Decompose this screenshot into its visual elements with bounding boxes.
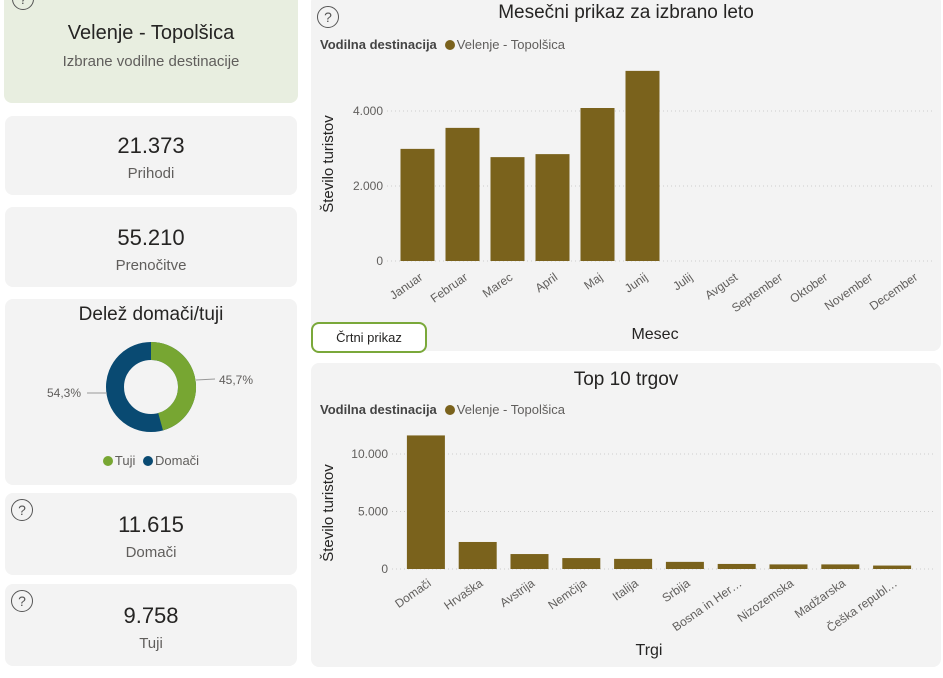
x-tick-label: Julij (670, 270, 695, 293)
donut-chart (87, 342, 216, 432)
legend-dot-tuji (102, 456, 113, 466)
kpi-label: Prenočitve (115, 257, 187, 274)
kpi-value: 55.210 (117, 225, 185, 250)
help-icon[interactable]: ? (11, 499, 33, 521)
donut-title: Delež domači/tuji (78, 304, 224, 325)
x-tick-label: Srbija (659, 576, 692, 605)
legend-domaci[interactable]: Domači (155, 453, 200, 468)
bar[interactable] (510, 554, 549, 569)
donut-legend: Tuji Domači (5, 453, 297, 468)
bar[interactable] (614, 558, 653, 569)
kpi-prenocitve: 55.210 Prenočitve (5, 207, 297, 287)
x-tick-label: Marec (480, 270, 515, 301)
y-tick-label: 4.000 (353, 104, 383, 118)
bar-chart: 0 5.000 10.000 Domači Hrvaška Avstrija Nemčija… (320, 435, 935, 659)
kpi-prihodi: 21.373 Prihodi (5, 116, 297, 195)
x-tick-label: Nizozemska (735, 576, 797, 625)
x-tick-label: Februar (428, 270, 470, 306)
line-view-button[interactable]: Črtni prikaz (311, 322, 427, 353)
x-axis-title: Trgi (636, 642, 663, 659)
x-tick-label: Italija (610, 576, 641, 604)
x-axis-title: Mesec (631, 326, 678, 343)
x-tick-label: Januar (387, 270, 425, 303)
x-tick-label: April (533, 270, 561, 295)
bar[interactable] (580, 108, 615, 261)
y-tick-label: 5.000 (358, 505, 388, 519)
kpi-value: 9.758 (123, 603, 179, 628)
y-tick-label: 0 (381, 562, 388, 576)
bar[interactable] (717, 563, 756, 569)
chart-title: Mesečni prikaz za izbrano leto (498, 2, 754, 23)
y-tick-label: 10.000 (351, 447, 388, 461)
top10-chart-panel: Top 10 trgov Vodilna destinacija Velenje … (311, 363, 941, 667)
legend-entry[interactable]: Velenje - Topolšica (456, 402, 565, 417)
bar[interactable] (625, 70, 660, 261)
kpi-value: 11.615 (118, 512, 184, 537)
kpi-domaci: ? 11.615 Domači (5, 493, 297, 575)
bar[interactable] (400, 148, 435, 261)
help-icon[interactable]: ? (11, 590, 33, 612)
donut-label-domaci: 54,3% (47, 386, 82, 400)
leader-line (195, 378, 216, 381)
bar[interactable] (406, 435, 445, 569)
legend-title: Vodilna destinacija (320, 37, 437, 52)
help-icon[interactable]: ? (12, 0, 34, 10)
bar-chart: 0 2.000 4.000 Januar Februar Marec April Maj Jun… (320, 70, 935, 343)
legend-dot (444, 405, 455, 415)
kpi-label: Tuji (139, 635, 163, 652)
legend-title: Vodilna destinacija (320, 402, 437, 417)
x-tick-label: Nemčija (545, 576, 589, 613)
y-tick-label: 0 (376, 254, 383, 268)
y-axis-title: Število turistov (320, 464, 337, 562)
bar[interactable] (535, 154, 570, 261)
donut-label-tuji: 45,7% (219, 373, 254, 387)
x-tick-label: Avstrija (497, 576, 537, 610)
legend-dot-domaci (143, 456, 153, 466)
monthly-chart-panel: ? Mesečni prikaz za izbrano leto Vodilna… (311, 0, 941, 353)
bar[interactable] (458, 541, 497, 569)
kpi-label: Domači (125, 544, 177, 561)
chart-legend: Vodilna destinacija Velenje - Topolšica (320, 402, 565, 417)
bar[interactable] (490, 157, 525, 261)
x-tick-label: Domači (392, 576, 433, 611)
kpi-value: 21.373 (117, 133, 185, 158)
bar[interactable] (445, 127, 480, 261)
bar[interactable] (562, 558, 601, 569)
x-tick-label: Hrvaška (441, 576, 485, 613)
x-tick-label: Junij (622, 270, 650, 296)
bar[interactable] (665, 561, 704, 569)
donut-card: Delež domači/tuji 54,3% 45,7% Tuji Domač… (5, 299, 297, 485)
chart-legend: Vodilna destinacija Velenje - Topolšica (320, 37, 565, 52)
x-tick-label: November (822, 270, 875, 313)
chart-title: Top 10 trgov (573, 369, 679, 390)
kpi-tuji: ? 9.758 Tuji (5, 584, 297, 666)
y-tick-label: 2.000 (353, 179, 383, 193)
help-icon[interactable]: ? (317, 6, 339, 28)
destination-card: ? Velenje - Topolšica Izbrane vodilne de… (4, 0, 298, 103)
kpi-label: Prihodi (127, 165, 175, 182)
donut-slice-tuji[interactable] (150, 342, 196, 431)
x-tick-label: December (867, 270, 920, 313)
x-tick-label: Avgust (702, 270, 740, 303)
destination-subtitle: Izbrane vodilne destinacije (62, 53, 240, 70)
bar[interactable] (873, 565, 912, 569)
x-tick-label: Maj (581, 270, 605, 293)
legend-tuji[interactable]: Tuji (114, 453, 136, 468)
legend-entry[interactable]: Velenje - Topolšica (456, 37, 565, 52)
y-axis-title: Število turistov (320, 115, 337, 213)
x-tick-label: September (729, 270, 785, 315)
bar[interactable] (769, 564, 808, 569)
destination-name: Velenje - Topolšica (67, 22, 235, 44)
legend-dot (444, 40, 455, 50)
bar[interactable] (821, 564, 860, 569)
